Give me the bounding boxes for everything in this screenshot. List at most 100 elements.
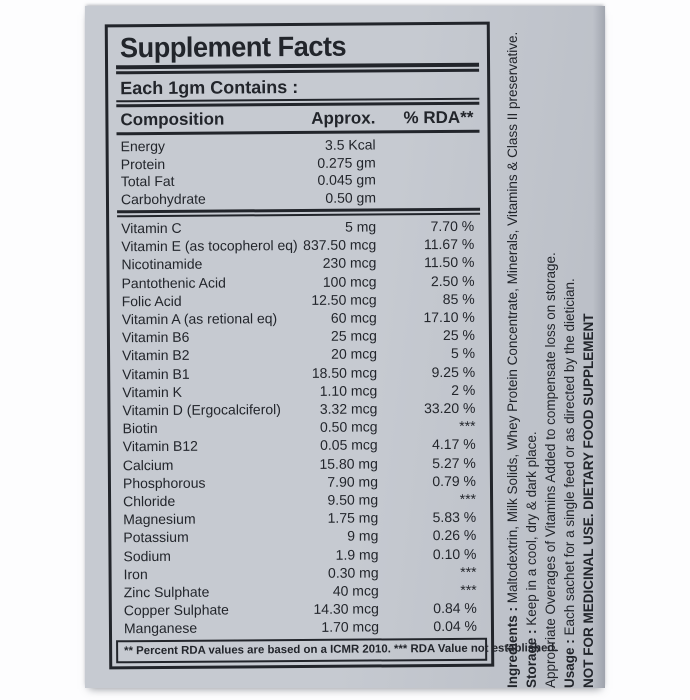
rda-footnote-text: ** Percent RDA values are based on a ICM… <box>124 642 558 658</box>
side-text-line: Ingredients : Maltodextrin, Milk Solids,… <box>503 16 522 688</box>
cell-amount: 60 mcg <box>330 309 377 326</box>
cell-name: Copper Sulphate <box>123 601 229 619</box>
cell-rda: 0.26 % <box>432 527 477 544</box>
cell-name: Biotin <box>122 420 158 437</box>
cell-name: Pantothenic Acid <box>121 274 226 291</box>
cell-amount: 25 mcg <box>330 327 377 344</box>
cell-name: Vitamin B12 <box>122 438 198 455</box>
cell-name: Energy <box>120 137 166 155</box>
cell-amount: 40 mcg <box>332 582 379 599</box>
cell-amount: 1.9 mg <box>335 546 379 563</box>
cell-name: Magnesium <box>123 510 196 528</box>
table-header-row: Composition Approx. % RDA** <box>108 106 487 131</box>
cell-rda <box>376 136 474 154</box>
cell-rda <box>376 188 474 206</box>
cell-rda <box>376 153 474 171</box>
cell-name: Calcium <box>122 456 174 473</box>
cell-rda: 5.83 % <box>432 509 477 526</box>
nutrient-rows-section: Vitamin C 5 mg 7.70 % Vitamin E (as tocophe… <box>109 217 491 638</box>
cell-rda: 85 % <box>442 290 475 307</box>
cell-rda: 17.10 % <box>423 308 475 326</box>
cell-name: Vitamin C <box>121 219 182 237</box>
side-text-line: Appropriate Overages of Vitamins Added t… <box>541 16 560 688</box>
cell-name: Phosphorous <box>122 474 206 492</box>
supplement-facts-panel: Supplement Facts Each 1gm Contains : Com… <box>104 21 558 670</box>
cell-amount: 3.5 Kcal <box>324 136 376 153</box>
macro-rows-section: Energy 3.5 Kcal Protein 0.275 gm Total Fat 0.… <box>109 136 488 209</box>
side-text-line-body: Maltodextrin, Milk Solids, Whey Protein … <box>505 31 520 607</box>
rda-footnote-box: ** Percent RDA values are based on a ICM… <box>116 637 558 664</box>
cell-rda: 7.70 % <box>430 217 475 235</box>
side-text-line-prefix: Usage : <box>562 639 577 688</box>
cell-amount: 1.75 mg <box>327 509 379 527</box>
cell-name: Vitamin A (as retional eq) <box>121 310 278 328</box>
cell-name: Chloride <box>123 492 176 510</box>
cell-name: Vitamin B2 <box>122 347 190 364</box>
cell-amount: 100 mcg <box>322 273 377 290</box>
cell-rda: 2.50 % <box>430 272 475 289</box>
cell-rda: 0.04 % <box>433 618 478 635</box>
cell-name: Sodium <box>123 547 171 564</box>
cell-name: Vitamin D (Ergocalciferol) <box>122 401 281 419</box>
cell-amount: 0.30 mg <box>327 564 379 581</box>
cell-name: Zinc Sulphate <box>123 583 210 601</box>
side-text-line: Storage : Keep in a cool, dry & dark pla… <box>522 16 541 688</box>
cell-name: Carbohydrate <box>120 190 206 207</box>
side-text-line: Usage : Each sachet for a single feed or… <box>560 16 579 688</box>
divider-light <box>116 68 480 74</box>
cell-rda: 11.50 % <box>424 254 475 271</box>
cell-amount: 14.30 mcg <box>313 600 379 618</box>
cell-amount: 0.275 gm <box>317 153 376 171</box>
cell-amount: 18.50 mcg <box>311 364 378 381</box>
cell-amount: 0.50 gm <box>325 188 377 206</box>
cell-rda: 5.27 % <box>432 454 476 471</box>
cell-amount: 9 mg <box>347 527 379 545</box>
cell-rda: 0.79 % <box>432 472 477 489</box>
cell-rda <box>376 171 474 189</box>
cell-amount: 15.80 mg <box>319 455 378 472</box>
cell-amount: 5 mg <box>344 218 377 235</box>
cell-amount: 0.045 gm <box>317 171 376 188</box>
cell-rda: 2 % <box>451 381 476 398</box>
cell-amount: 230 mcg <box>322 254 377 272</box>
cell-name: Iron <box>123 565 148 583</box>
side-text-line-prefix: Ingredients : <box>505 606 520 688</box>
cell-name: Total Fat <box>120 172 175 190</box>
cell-amount: 7.90 mg <box>327 473 379 490</box>
cell-name: Vitamin E (as tocopherol eq) <box>121 237 298 255</box>
table-row: Carbohydrate 0.50 gm <box>109 188 488 208</box>
cell-name: Vitamin K <box>122 383 183 401</box>
side-text-line-prefix: Storage : <box>524 629 539 688</box>
serving-statement: Each 1gm Contains : <box>120 76 299 98</box>
cell-name: Vitamin B1 <box>122 365 190 382</box>
cell-amount: 0.50 mcg <box>319 418 378 436</box>
table-row: Manganese 1.70 mcg 0.04 % <box>112 617 491 638</box>
column-header-composition: Composition <box>120 109 225 129</box>
cell-name: Manganese <box>123 620 198 637</box>
cell-rda: 4.17 % <box>432 436 476 453</box>
side-text-line-prefix: NOT FOR MEDICINAL USE. DIETARY FOOD SUPP… <box>581 313 596 688</box>
cell-rda: 33.20 % <box>424 399 476 417</box>
cell-rda: 11.67 % <box>423 235 475 253</box>
cell-rda: 0.84 % <box>433 600 477 617</box>
side-text-line-body: Keep in a cool, dry & dark place. <box>524 431 539 630</box>
supplement-label: Supplement Facts Each 1gm Contains : Com… <box>85 6 605 688</box>
cell-amount: 3.32 mcg <box>319 400 378 417</box>
cell-amount: 837.50 mcg <box>303 236 377 254</box>
cell-amount: 9.50 mg <box>327 491 379 508</box>
cell-rda: 0.10 % <box>432 545 477 562</box>
side-text-line-body: Appropriate Overages of Vitamins Added t… <box>543 252 558 688</box>
cell-name: Protein <box>120 155 166 172</box>
cell-amount: 12.50 mcg <box>311 291 377 308</box>
cell-rda: *** <box>459 490 477 507</box>
column-header-approx: Approx. <box>311 107 376 128</box>
cell-amount: 20 mcg <box>331 345 378 363</box>
side-text-line: NOT FOR MEDICINAL USE. DIETARY FOOD SUPP… <box>579 16 598 688</box>
side-text-line-body: Each sachet for a single feed or as dire… <box>562 278 577 640</box>
cell-name: Folic Acid <box>121 292 182 310</box>
column-header-rda: % RDA** <box>403 107 474 127</box>
cell-rda: *** <box>459 418 476 435</box>
cell-rda: *** <box>460 563 477 580</box>
cell-amount: 1.70 mcg <box>321 618 380 636</box>
